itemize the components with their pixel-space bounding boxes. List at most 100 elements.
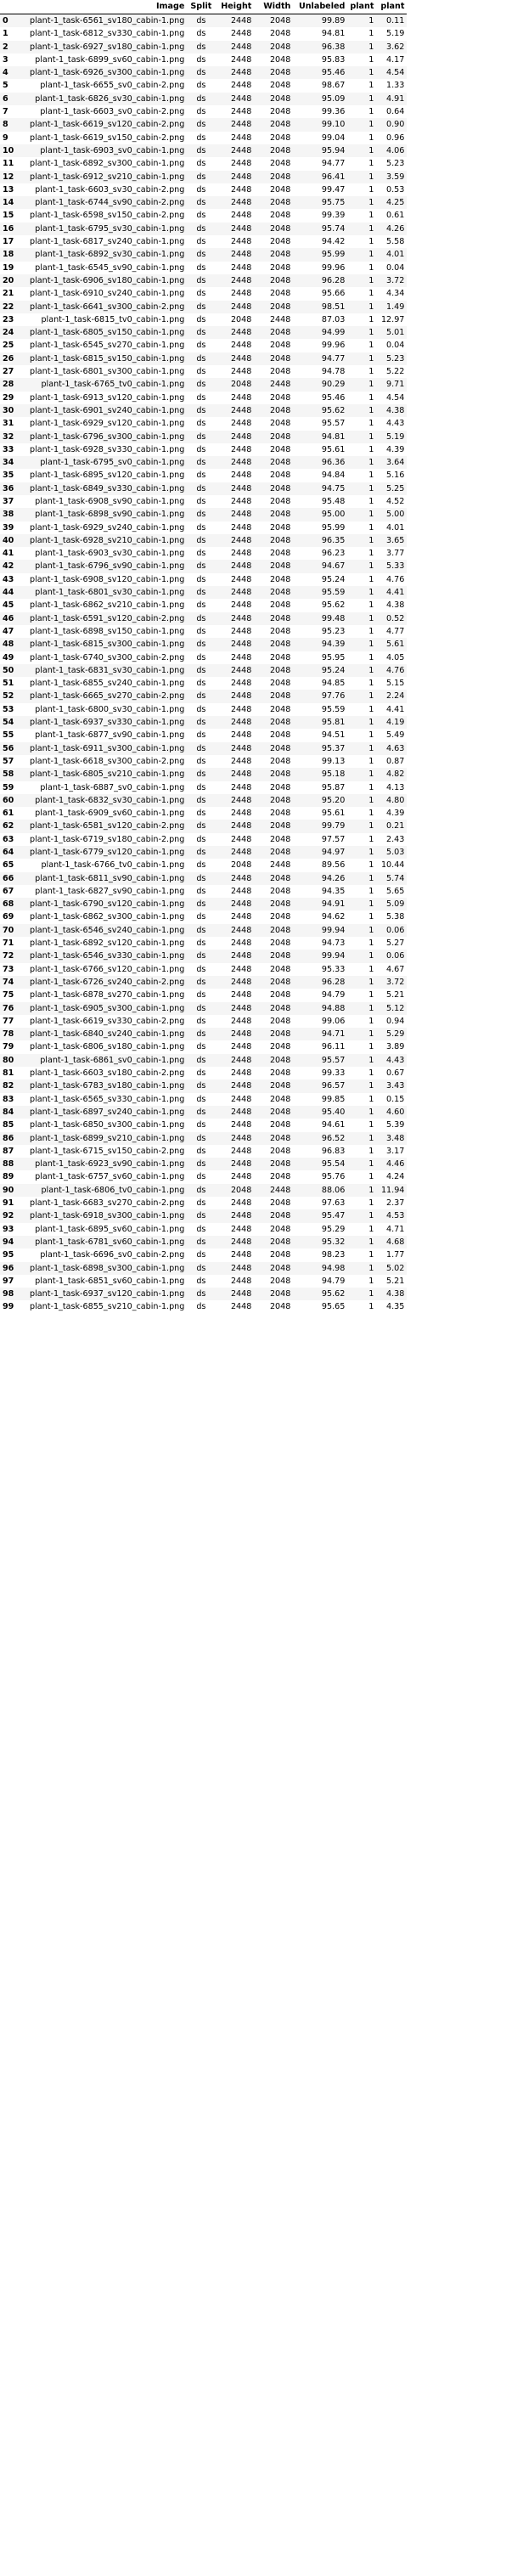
row-index: 57 (3, 756, 14, 766)
image-cell: plant-1_task-6619_sv150_cabin-2.png (30, 132, 185, 143)
height-cell: 2448 (230, 782, 252, 792)
width-cell: 2048 (269, 496, 291, 506)
plant-cell: 1 (368, 549, 374, 559)
image-cell: plant-1_task-6918_sv300_cabin-1.png (30, 1211, 185, 1221)
image-cell: plant-1_task-6546_sv240_cabin-1.png (30, 925, 185, 935)
split-cell: ds (196, 886, 206, 896)
plant-percent-cell: 4.38 (386, 405, 405, 415)
width-cell: 2048 (269, 1263, 291, 1273)
table-row: 20 plant-1_task-6906_sv180_cabin-1.png ds 2… (0, 273, 408, 288)
image-cell: plant-1_task-6909_sv60_cabin-1.png (35, 809, 185, 819)
split-cell: ds (196, 1302, 206, 1312)
split-cell: ds (196, 640, 206, 650)
plant-cell: 1 (368, 1263, 374, 1273)
unlabeled-cell: 95.61 (321, 809, 346, 819)
table-row: 52 plant-1_task-6665_sv270_cabin-2.png ds 2… (0, 690, 408, 703)
plant-cell: 1 (368, 756, 374, 766)
height-cell: 2448 (230, 613, 252, 623)
row-index: 56 (3, 743, 14, 753)
image-cell: plant-1_task-6892_sv300_cabin-1.png (30, 159, 185, 169)
split-cell: ds (196, 679, 206, 689)
plant-percent-cell: 0.04 (386, 341, 405, 351)
plant-percent-cell: 1.33 (386, 81, 405, 91)
image-cell: plant-1_task-6878_sv270_cabin-1.png (30, 990, 185, 1001)
row-index: 67 (3, 886, 14, 896)
plant-percent-cell: 4.82 (386, 769, 405, 780)
image-cell: plant-1_task-6545_sv270_cabin-1.png (30, 341, 185, 351)
plant-cell: 1 (368, 184, 374, 194)
image-cell: plant-1_task-6912_sv210_cabin-1.png (30, 172, 185, 182)
split-cell: ds (196, 652, 206, 662)
row-index: 1 (3, 29, 8, 39)
unlabeled-cell: 95.61 (321, 444, 346, 454)
plant-percent-cell: 4.41 (386, 588, 405, 598)
unlabeled-cell: 95.83 (321, 54, 346, 65)
unlabeled-cell: 96.36 (321, 458, 346, 468)
table-row: 70 plant-1_task-6546_sv240_cabin-1.png ds 2… (0, 923, 408, 938)
width-cell: 2048 (269, 756, 291, 766)
plant-cell: 1 (368, 912, 374, 922)
height-cell: 2448 (230, 704, 252, 714)
plant-cell: 1 (368, 769, 374, 780)
row-index: 21 (3, 289, 14, 299)
image-cell: plant-1_task-6619_sv120_cabin-2.png (30, 120, 185, 130)
table-row: 86 plant-1_task-6899_sv210_cabin-1.png ds 2… (0, 1131, 408, 1145)
unlabeled-cell: 94.51 (321, 730, 346, 741)
width-cell: 2448 (269, 380, 291, 390)
height-cell: 2448 (230, 977, 252, 987)
plant-percent-cell: 3.64 (386, 458, 405, 468)
plant-percent-cell: 5.61 (386, 640, 405, 650)
height-cell: 2048 (230, 314, 252, 324)
image-cell: plant-1_task-6905_sv300_cabin-1.png (30, 1003, 185, 1013)
height-cell: 2448 (230, 132, 252, 143)
height-cell: 2448 (230, 1016, 252, 1026)
split-cell: ds (196, 718, 206, 728)
table-row: 62 plant-1_task-6581_sv120_cabin-2.png ds 2… (0, 820, 408, 833)
plant-percent-cell: 0.06 (386, 925, 405, 935)
table-row: 21 plant-1_task-6910_sv240_cabin-1.png ds 2… (0, 287, 407, 300)
plant-percent-cell: 0.15 (386, 1094, 405, 1104)
plant-cell: 1 (368, 535, 374, 545)
height-cell: 2448 (230, 549, 252, 559)
height-cell: 2448 (230, 912, 252, 922)
plant-cell: 1 (368, 367, 374, 377)
table-row: 85 plant-1_task-6850_sv300_cabin-1.png ds 2… (0, 1119, 407, 1131)
table-row: 13 plant-1_task-6603_sv30_cabin-2.png ds 24… (0, 183, 407, 196)
unlabeled-cell: 94.61 (321, 1120, 346, 1130)
plant-percent-cell: 4.38 (386, 1289, 405, 1299)
image-cell: plant-1_task-6765_tv0_cabin-1.png (41, 380, 185, 390)
image-cell: plant-1_task-6591_sv120_cabin-2.png (30, 613, 185, 623)
image-cell: plant-1_task-6898_sv150_cabin-1.png (30, 626, 185, 636)
row-index: 46 (3, 613, 14, 623)
plant-percent-cell: 2.37 (386, 1198, 405, 1209)
split-cell: ds (196, 1211, 206, 1221)
unlabeled-cell: 94.42 (321, 237, 346, 247)
unlabeled-cell: 95.99 (321, 522, 346, 533)
split-cell: ds (196, 419, 206, 429)
unlabeled-cell: 99.96 (321, 341, 346, 351)
image-cell: plant-1_task-6726_sv240_cabin-2.png (30, 977, 185, 987)
plant-percent-cell: 4.39 (386, 444, 405, 454)
width-cell: 2048 (269, 184, 291, 194)
height-cell: 2448 (230, 328, 252, 338)
unlabeled-cell: 95.46 (321, 68, 346, 78)
unlabeled-cell: 95.23 (321, 626, 346, 636)
plant-percent-cell: 3.59 (386, 172, 405, 182)
unlabeled-cell: 95.54 (321, 1159, 346, 1170)
plant-cell: 1 (368, 29, 374, 39)
split-cell: ds (196, 1107, 206, 1117)
plant-cell: 1 (368, 1094, 374, 1104)
plant-cell: 1 (368, 600, 374, 611)
plant-cell: 1 (368, 81, 374, 91)
image-cell: plant-1_task-6899_sv60_cabin-1.png (35, 54, 185, 65)
width-cell: 2048 (269, 198, 291, 208)
plant-cell: 1 (368, 120, 374, 130)
plant-percent-cell: 4.35 (386, 1302, 405, 1312)
unlabeled-cell: 95.24 (321, 574, 346, 584)
plant-percent-cell: 5.15 (386, 679, 405, 689)
unlabeled-cell: 98.51 (321, 302, 346, 312)
row-index: 75 (3, 990, 14, 1001)
unlabeled-cell: 95.95 (321, 652, 346, 662)
plant-cell: 1 (368, 665, 374, 675)
table-row: 58 plant-1_task-6805_sv210_cabin-1.png ds 2… (0, 768, 408, 781)
